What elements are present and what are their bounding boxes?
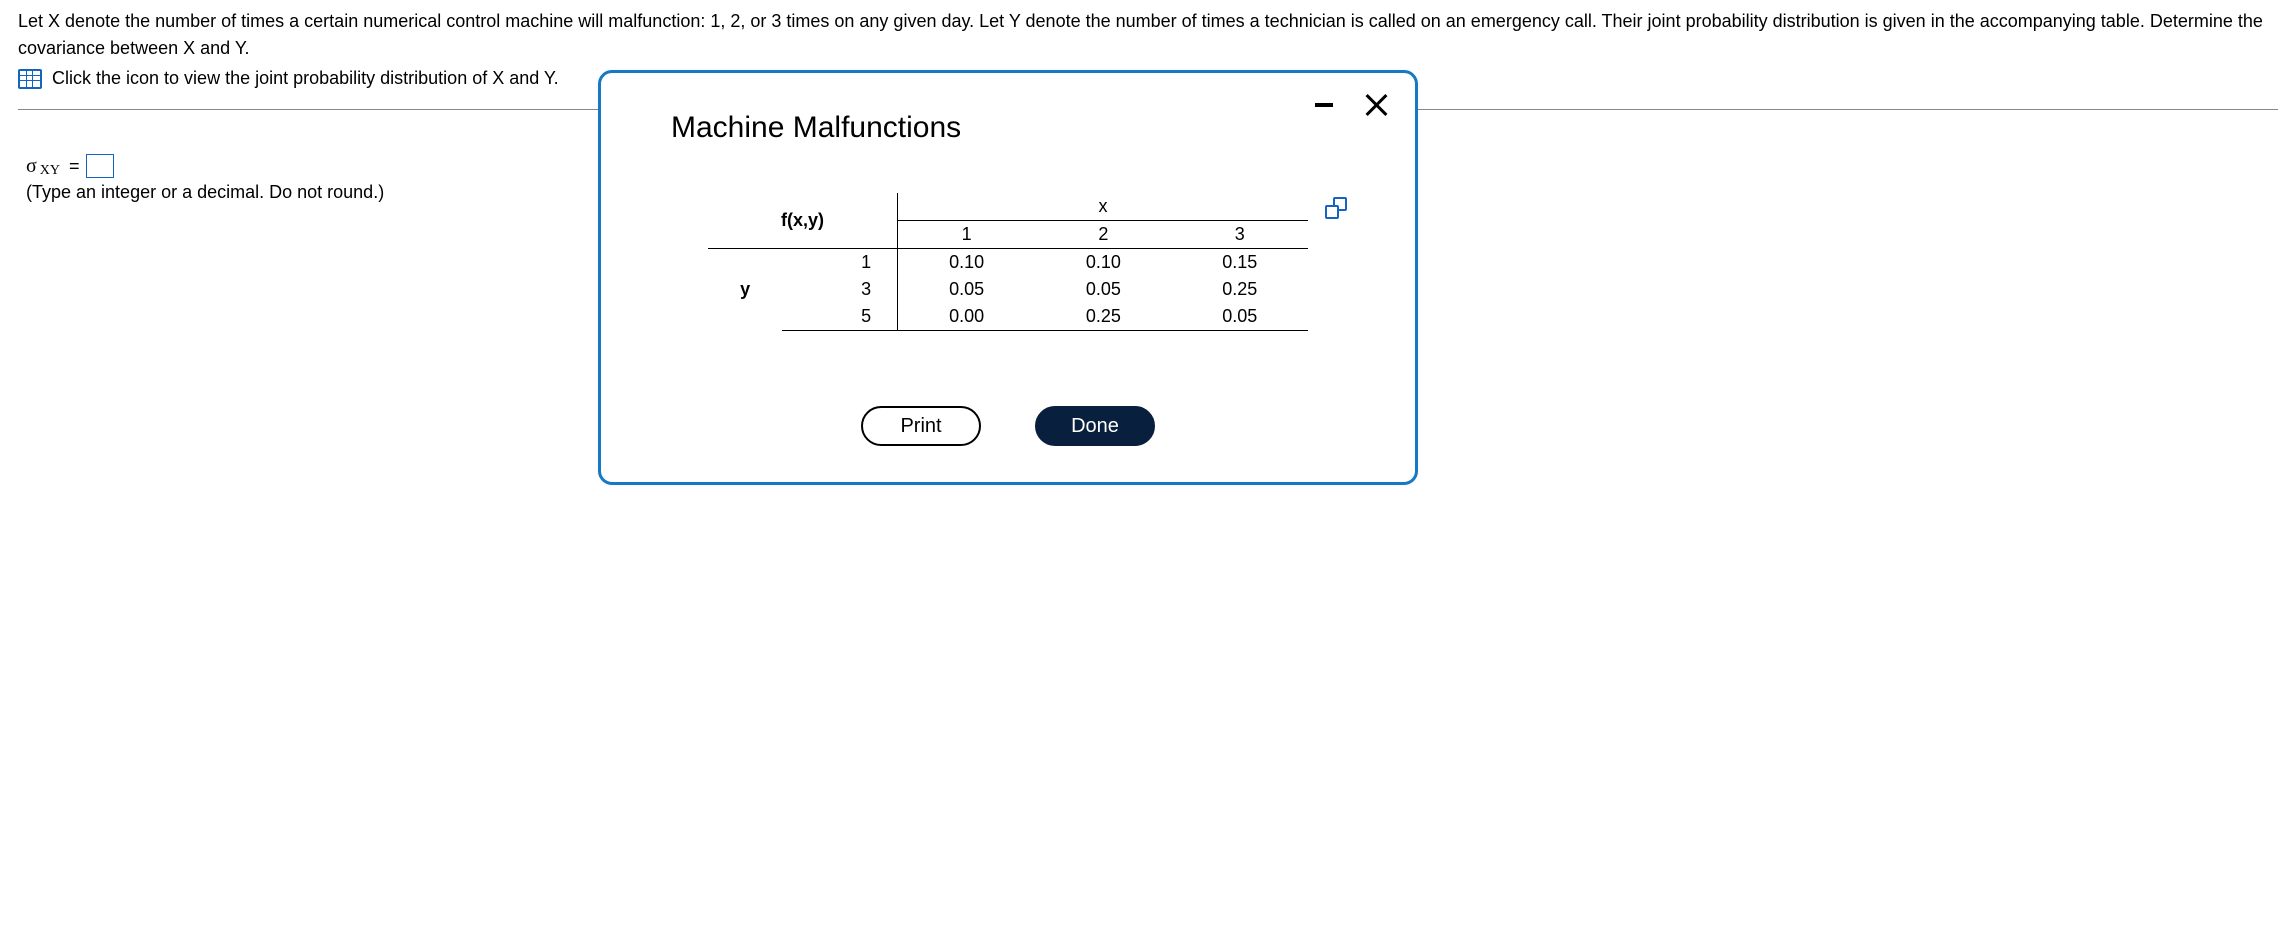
cell-1-0: 0.05 bbox=[898, 276, 1036, 303]
table-x-2: 2 bbox=[1035, 221, 1171, 249]
close-icon[interactable] bbox=[1363, 92, 1389, 118]
table-x-1: 1 bbox=[898, 221, 1036, 249]
done-button[interactable]: Done bbox=[1035, 406, 1155, 446]
distribution-modal: Machine Malfunctions f(x,y) x 1 2 3 bbox=[598, 70, 1418, 485]
table-x-3: 3 bbox=[1172, 221, 1308, 249]
table-y-3: 3 bbox=[782, 276, 897, 303]
sigma-symbol: σ bbox=[26, 155, 37, 178]
sigma-subscript: XY bbox=[40, 163, 60, 179]
cell-0-2: 0.15 bbox=[1172, 249, 1308, 277]
table-x-label: x bbox=[898, 193, 1308, 221]
cell-1-1: 0.05 bbox=[1035, 276, 1171, 303]
cell-2-2: 0.05 bbox=[1172, 303, 1308, 331]
covariance-input[interactable] bbox=[86, 154, 114, 178]
cell-0-1: 0.10 bbox=[1035, 249, 1171, 277]
copy-icon[interactable] bbox=[1325, 197, 1347, 219]
table-y-1: 1 bbox=[782, 249, 897, 277]
icon-prompt-text: Click the icon to view the joint probabi… bbox=[52, 68, 559, 89]
cell-0-0: 0.10 bbox=[898, 249, 1036, 277]
joint-probability-table: f(x,y) x 1 2 3 y 1 0.10 0.10 0.15 bbox=[708, 193, 1308, 331]
table-func-label: f(x,y) bbox=[781, 210, 824, 230]
table-y-5: 5 bbox=[782, 303, 897, 331]
cell-2-1: 0.25 bbox=[1035, 303, 1171, 331]
cell-1-2: 0.25 bbox=[1172, 276, 1308, 303]
print-button[interactable]: Print bbox=[861, 406, 981, 446]
table-icon[interactable] bbox=[18, 69, 42, 89]
cell-2-0: 0.00 bbox=[898, 303, 1036, 331]
table-y-label: y bbox=[740, 279, 750, 299]
modal-title: Machine Malfunctions bbox=[601, 73, 1415, 145]
question-text: Let X denote the number of times a certa… bbox=[18, 8, 2278, 62]
equals-sign: = bbox=[69, 156, 80, 177]
minimize-icon[interactable] bbox=[1313, 91, 1335, 119]
